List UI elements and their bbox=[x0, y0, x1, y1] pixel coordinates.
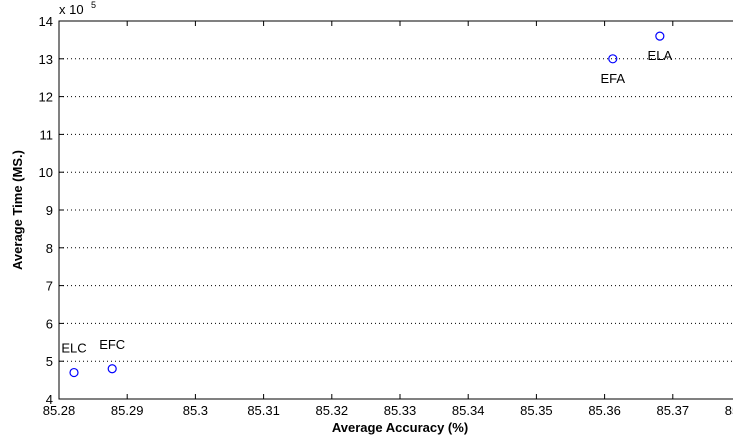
y-tick-label: 10 bbox=[39, 165, 53, 180]
x-tick-label: 85.28 bbox=[43, 403, 76, 418]
scatter-point bbox=[655, 31, 665, 41]
y-tick-label: 9 bbox=[46, 203, 53, 218]
x-tick-label: 85.29 bbox=[111, 403, 144, 418]
y-tick-label: 5 bbox=[46, 354, 53, 369]
x-axis-label: Average Accuracy (%) bbox=[332, 420, 468, 435]
y-tick-label: 11 bbox=[40, 127, 54, 142]
y-axis-label: Average Time (MS.) bbox=[10, 150, 25, 270]
x-tick-label: 85.37 bbox=[657, 403, 690, 418]
x-tick-label: 85.31 bbox=[247, 403, 280, 418]
y-tick-label: 7 bbox=[46, 279, 53, 294]
data-points: ELC EFC EFA ELA bbox=[61, 31, 673, 378]
x-tick-labels: 85.28 85.29 85.3 85.31 85.32 85.33 85.34 85.35 8… bbox=[43, 403, 733, 418]
x-tick-label: 85.32 bbox=[316, 403, 349, 418]
x-tick-label: 85.34 bbox=[452, 403, 485, 418]
scatter-point bbox=[608, 54, 618, 64]
y-tick-label: 4 bbox=[46, 392, 53, 407]
grid-lines bbox=[59, 58, 733, 362]
scatter-point bbox=[69, 367, 79, 378]
y-multiplier: x 10 5 bbox=[59, 0, 96, 17]
y-tick-label: 6 bbox=[46, 316, 53, 331]
y-tick-label: 8 bbox=[46, 241, 53, 256]
x-tick-label: 85.33 bbox=[384, 403, 417, 418]
point-label: ELC bbox=[61, 341, 86, 356]
y-multiplier-exponent: 5 bbox=[91, 0, 96, 10]
y-tick-label: 12 bbox=[39, 90, 53, 105]
point-label: ELA bbox=[648, 48, 673, 63]
y-tick-label: 13 bbox=[39, 52, 53, 67]
axes bbox=[58, 20, 733, 400]
y-multiplier-base: x 10 bbox=[59, 2, 84, 17]
x-tick-label: 85.3 bbox=[183, 403, 208, 418]
x-tick-label: 85.38 bbox=[725, 403, 733, 418]
scatter-point bbox=[107, 364, 117, 374]
x-tick-label: 85.35 bbox=[520, 403, 553, 418]
x-tick-label: 85.36 bbox=[588, 403, 621, 418]
point-label: EFA bbox=[600, 71, 625, 86]
point-label: EFC bbox=[99, 337, 125, 352]
axes-frame bbox=[58, 20, 733, 400]
y-tick-labels: 4 5 6 7 8 9 10 11 12 13 14 bbox=[39, 14, 53, 407]
y-tick-label: 14 bbox=[39, 14, 53, 29]
